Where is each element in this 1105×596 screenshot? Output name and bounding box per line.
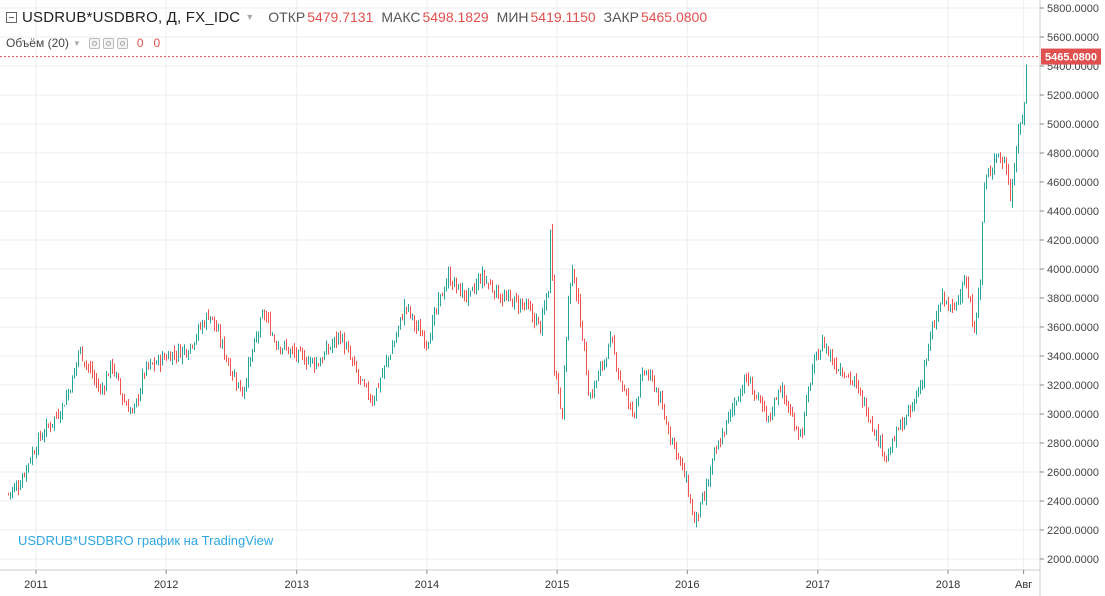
eye-icon[interactable] xyxy=(88,37,100,49)
volume-legend: Объём (20) ▼ 0 0 xyxy=(6,36,164,50)
settings-icon[interactable] xyxy=(102,37,114,49)
price-axis[interactable]: 5800.00005600.00005400.00005200.00005000… xyxy=(1039,0,1099,596)
volume-value-1: 0 xyxy=(136,36,144,50)
price-tick-label: 4000.0000 xyxy=(1047,264,1099,276)
price-tick-label: 2200.0000 xyxy=(1047,525,1099,537)
time-tick-label: 2017 xyxy=(806,579,830,591)
price-tick-label: 2400.0000 xyxy=(1047,496,1099,508)
price-tick-label: 5200.0000 xyxy=(1047,90,1099,102)
price-tick-label: 3400.0000 xyxy=(1047,351,1099,363)
time-axis[interactable]: 2011 2012 2013 2014 2015 2016 2017 2018 Авг xyxy=(0,569,1040,591)
low-value: 5419.1150 xyxy=(530,9,596,25)
last-price-value: 5465.0800 xyxy=(1045,52,1097,64)
time-tick-label: 2015 xyxy=(545,579,569,591)
symbol-title[interactable]: USDRUB*USDBRO, Д, FX_IDC xyxy=(22,8,241,26)
price-tick-label: 3600.0000 xyxy=(1047,322,1099,334)
price-tick-label: 4800.0000 xyxy=(1047,148,1099,160)
open-value: 5479.7131 xyxy=(307,9,374,25)
volume-value-2: 0 xyxy=(153,36,161,50)
tradingview-watermark[interactable]: USDRUB*USDBRO график на TradingView xyxy=(18,533,274,548)
time-tick-label: Авг xyxy=(1015,579,1032,591)
price-tick-label: 2600.0000 xyxy=(1047,467,1099,479)
symbol-legend: USDRUB*USDBRO, Д, FX_IDC ▼ ОТКР 5479.713… xyxy=(6,6,715,28)
time-tick-label: 2018 xyxy=(936,579,960,591)
price-tick-label: 5800.0000 xyxy=(1047,3,1099,15)
low-label: МИН xyxy=(496,9,529,25)
chevron-down-icon[interactable]: ▼ xyxy=(245,12,255,22)
time-tick-label: 2016 xyxy=(675,579,699,591)
open-label: ОТКР xyxy=(268,9,306,25)
collapse-icon[interactable] xyxy=(6,11,17,23)
time-tick-label: 2014 xyxy=(415,579,439,591)
volume-label[interactable]: Объём (20) xyxy=(6,36,69,50)
close-icon[interactable] xyxy=(116,37,128,49)
high-value: 5498.1829 xyxy=(422,9,489,25)
last-price-label: 5465.0800 xyxy=(1041,48,1101,65)
price-tick-label: 4400.0000 xyxy=(1047,206,1099,218)
close-label: ЗАКР xyxy=(603,9,639,25)
high-label: МАКС xyxy=(381,9,421,25)
time-tick-label: 2013 xyxy=(284,579,308,591)
price-tick-label: 5000.0000 xyxy=(1047,119,1099,131)
volume-chevron-down-icon[interactable]: ▼ xyxy=(72,38,81,48)
time-tick-label: 2012 xyxy=(154,579,178,591)
price-tick-label: 4600.0000 xyxy=(1047,177,1099,189)
chart-grid xyxy=(0,0,1040,570)
close-value: 5465.0800 xyxy=(640,9,708,25)
price-tick-label: 5600.0000 xyxy=(1047,32,1099,44)
price-tick-label: 3000.0000 xyxy=(1047,409,1099,421)
price-tick-label: 2000.0000 xyxy=(1047,554,1099,566)
candlestick-series xyxy=(8,64,1027,528)
price-tick-label: 2800.0000 xyxy=(1047,438,1099,450)
time-tick-label: 2011 xyxy=(24,579,48,591)
price-tick-label: 3200.0000 xyxy=(1047,380,1099,392)
price-tick-label: 3800.0000 xyxy=(1047,293,1099,305)
price-tick-label: 4200.0000 xyxy=(1047,235,1099,247)
